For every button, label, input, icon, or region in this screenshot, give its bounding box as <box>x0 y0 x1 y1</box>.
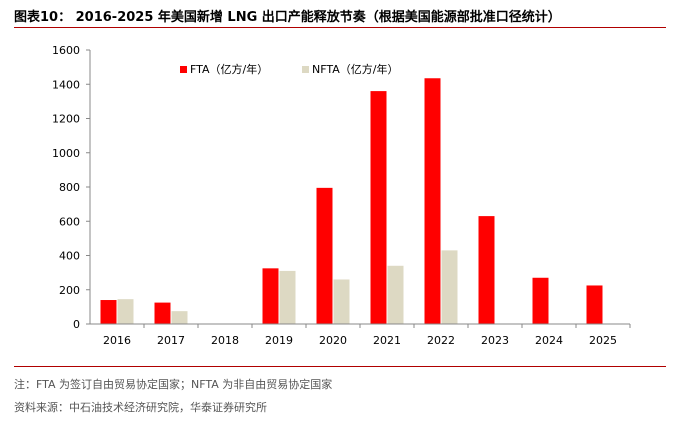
y-tick-label: 200 <box>59 284 80 297</box>
x-tick-label: 2020 <box>319 334 347 347</box>
bar-nfta-2017 <box>171 311 188 324</box>
bar-fta-2024 <box>532 277 549 324</box>
x-tick-label: 2021 <box>373 334 401 347</box>
legend-label-nfta: NFTA（亿方/年） <box>312 62 398 76</box>
legend-swatch-fta <box>180 66 187 73</box>
bar-fta-2017 <box>154 302 171 324</box>
bar-nfta-2021 <box>387 265 404 324</box>
source-note: 资料来源：中石油技术经济研究院，华泰证券研究所 <box>14 401 267 414</box>
bar-nfta-2022 <box>441 250 458 324</box>
legend-swatch-nfta <box>302 66 309 73</box>
x-tick-label: 2024 <box>535 334 563 347</box>
chart-title: 图表10： 2016-2025 年美国新增 LNG 出口产能释放节奏（根据美国能… <box>14 10 561 25</box>
x-tick-label: 2019 <box>265 334 293 347</box>
bar-fta-2016 <box>100 300 117 324</box>
bar-fta-2021 <box>370 91 387 324</box>
x-tick-label: 2017 <box>157 334 185 347</box>
x-axis-ticks: 2016 2017 2018 2019 2020 2021 2022 2023 2024 2025 <box>103 324 631 347</box>
y-tick-label: 1200 <box>52 113 80 126</box>
x-tick-label: 2022 <box>427 334 455 347</box>
bar-nfta-2016 <box>117 299 134 324</box>
bar-series <box>100 78 603 324</box>
y-axis-ticks: 0 200 400 600 800 1000 1200 1400 1600 <box>52 44 90 331</box>
y-tick-label: 800 <box>59 181 80 194</box>
bar-nfta-2020 <box>333 279 350 324</box>
y-tick-label: 400 <box>59 250 80 263</box>
bar-fta-2023 <box>478 216 495 324</box>
x-tick-label: 2025 <box>589 334 617 347</box>
y-tick-label: 600 <box>59 215 80 228</box>
y-tick-label: 1400 <box>52 78 80 91</box>
footnote: 注：FTA 为签订自由贸易协定国家；NFTA 为非自由贸易协定国家 <box>14 378 333 391</box>
legend-label-fta: FTA（亿方/年） <box>190 62 268 76</box>
bar-fta-2025 <box>586 285 603 324</box>
y-tick-label: 1600 <box>52 44 80 57</box>
title-divider <box>14 27 666 28</box>
bar-fta-2020 <box>316 187 333 324</box>
bar-fta-2019 <box>262 268 279 324</box>
x-tick-label: 2023 <box>481 334 509 347</box>
y-tick-label: 1000 <box>52 147 80 160</box>
legend: FTA（亿方/年） NFTA（亿方/年） <box>180 62 398 76</box>
footer-divider <box>14 366 666 367</box>
bar-nfta-2019 <box>279 270 296 324</box>
x-tick-label: 2016 <box>103 334 131 347</box>
y-tick-label: 0 <box>73 318 80 331</box>
bar-fta-2022 <box>424 78 441 324</box>
x-tick-label: 2018 <box>211 334 239 347</box>
